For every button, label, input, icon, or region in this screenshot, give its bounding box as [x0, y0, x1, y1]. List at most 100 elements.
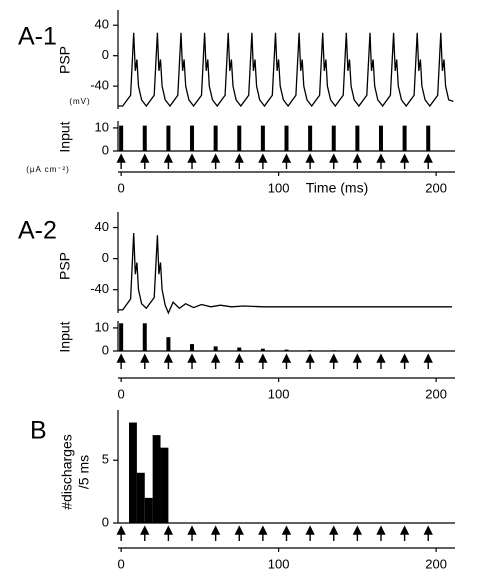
stimulus-arrow: [211, 525, 221, 541]
stimulus-arrow: [163, 525, 174, 541]
input-bar: [355, 125, 360, 151]
x-tick-label: 200: [425, 386, 447, 401]
input-bar: [142, 125, 147, 151]
y-tick-label: -40: [90, 281, 109, 296]
stimulus-arrow: [258, 353, 268, 369]
stimulus-arrow: [234, 353, 244, 369]
input-bar: [213, 346, 218, 351]
x-tick-label: 0: [118, 180, 125, 195]
x-axis-label: Time (ms): [306, 180, 368, 196]
histogram-bar: [152, 435, 161, 523]
histogram-bar: [129, 422, 137, 523]
stimulus-arrow: [305, 353, 315, 369]
y-axis-label: #discharges: [59, 434, 75, 510]
x-tick-label: 100: [268, 180, 290, 195]
input-bar: [142, 323, 147, 351]
stimulus-arrow: [258, 525, 268, 541]
stimulus-arrow: [163, 153, 174, 169]
stimulus-arrow: [329, 153, 339, 169]
input-bar: [119, 323, 124, 351]
y-axis-unit: (mV): [69, 97, 90, 106]
input-bar: [260, 125, 265, 151]
y-tick-label: 40: [95, 17, 109, 32]
y-axis-label: /5 ms: [76, 455, 92, 489]
input-bar: [237, 347, 242, 351]
input-bar: [237, 125, 242, 151]
input-bar: [166, 125, 171, 151]
stimulus-arrow: [329, 525, 339, 541]
input-bar: [284, 349, 289, 351]
stimulus-arrow: [329, 353, 339, 369]
y-tick-label: 0: [102, 47, 109, 62]
histogram-bar: [144, 497, 153, 523]
y-tick-label: 5: [102, 452, 109, 467]
stimulus-arrow: [187, 353, 197, 369]
y-tick-label: -40: [90, 78, 109, 93]
stimulus-arrow: [281, 353, 292, 369]
input-bar: [331, 125, 336, 151]
stimulus-arrow: [352, 153, 362, 169]
y-axis-unit: (μA cm⁻²): [26, 165, 70, 174]
stimulus-arrow: [187, 153, 197, 169]
input-bar: [402, 125, 407, 151]
input-bar: [378, 125, 383, 151]
input-bar: [166, 337, 171, 351]
y-axis-label: Input: [57, 321, 73, 352]
y-tick-label: 10: [95, 119, 109, 134]
input-bar: [308, 350, 313, 351]
stimulus-arrow: [116, 153, 126, 169]
panel-label: B: [30, 417, 47, 445]
input-bar: [190, 344, 195, 351]
stimulus-arrow: [376, 525, 386, 541]
input-bar: [190, 125, 195, 151]
x-tick-label: 200: [425, 556, 447, 571]
stimulus-arrow: [423, 353, 433, 369]
stimulus-arrow: [234, 153, 244, 169]
y-axis-label: PSP: [57, 46, 73, 74]
y-tick-label: 0: [102, 142, 109, 157]
stimulus-arrow: [399, 525, 410, 541]
y-tick-label: 0: [102, 342, 109, 357]
x-tick-label: 0: [118, 386, 125, 401]
input-bar: [308, 125, 313, 151]
stimulus-arrow: [234, 525, 244, 541]
stimulus-arrow: [140, 353, 150, 369]
stimulus-arrow: [281, 153, 292, 169]
stimulus-arrow: [399, 153, 410, 169]
x-tick-label: 100: [268, 556, 290, 571]
y-axis-label: Input: [57, 121, 73, 152]
input-bar: [284, 125, 289, 151]
input-bar: [331, 350, 336, 351]
histogram-bar: [136, 472, 145, 523]
stimulus-arrow: [399, 353, 410, 369]
stimulus-arrow: [163, 353, 174, 369]
stimulus-arrow: [376, 153, 386, 169]
stimulus-arrow: [352, 525, 362, 541]
input-bar: [260, 348, 265, 351]
stimulus-arrow: [211, 153, 221, 169]
stimulus-arrow: [116, 525, 126, 541]
input-bar: [213, 125, 218, 151]
stimulus-arrow: [423, 525, 433, 541]
input-bar: [426, 125, 431, 151]
x-tick-label: 0: [118, 556, 125, 571]
stimulus-arrow: [281, 525, 292, 541]
y-tick-label: 0: [102, 514, 109, 529]
stimulus-arrow: [305, 525, 315, 541]
stimulus-arrow: [187, 525, 197, 541]
y-axis-label: PSP: [57, 252, 73, 280]
panel-label: A-2: [18, 217, 57, 245]
psp-trace: [118, 32, 454, 108]
stimulus-arrow: [305, 153, 315, 169]
stimulus-arrow: [352, 353, 362, 369]
stimulus-arrow: [140, 525, 150, 541]
input-bar: [119, 125, 124, 151]
stimulus-arrow: [211, 353, 221, 369]
psp-trace: [118, 232, 452, 315]
y-tick-label: 10: [95, 319, 109, 334]
stimulus-arrow: [258, 153, 268, 169]
histogram-bar: [160, 447, 169, 523]
stimulus-arrow: [140, 153, 150, 169]
stimulus-arrow: [376, 353, 386, 369]
